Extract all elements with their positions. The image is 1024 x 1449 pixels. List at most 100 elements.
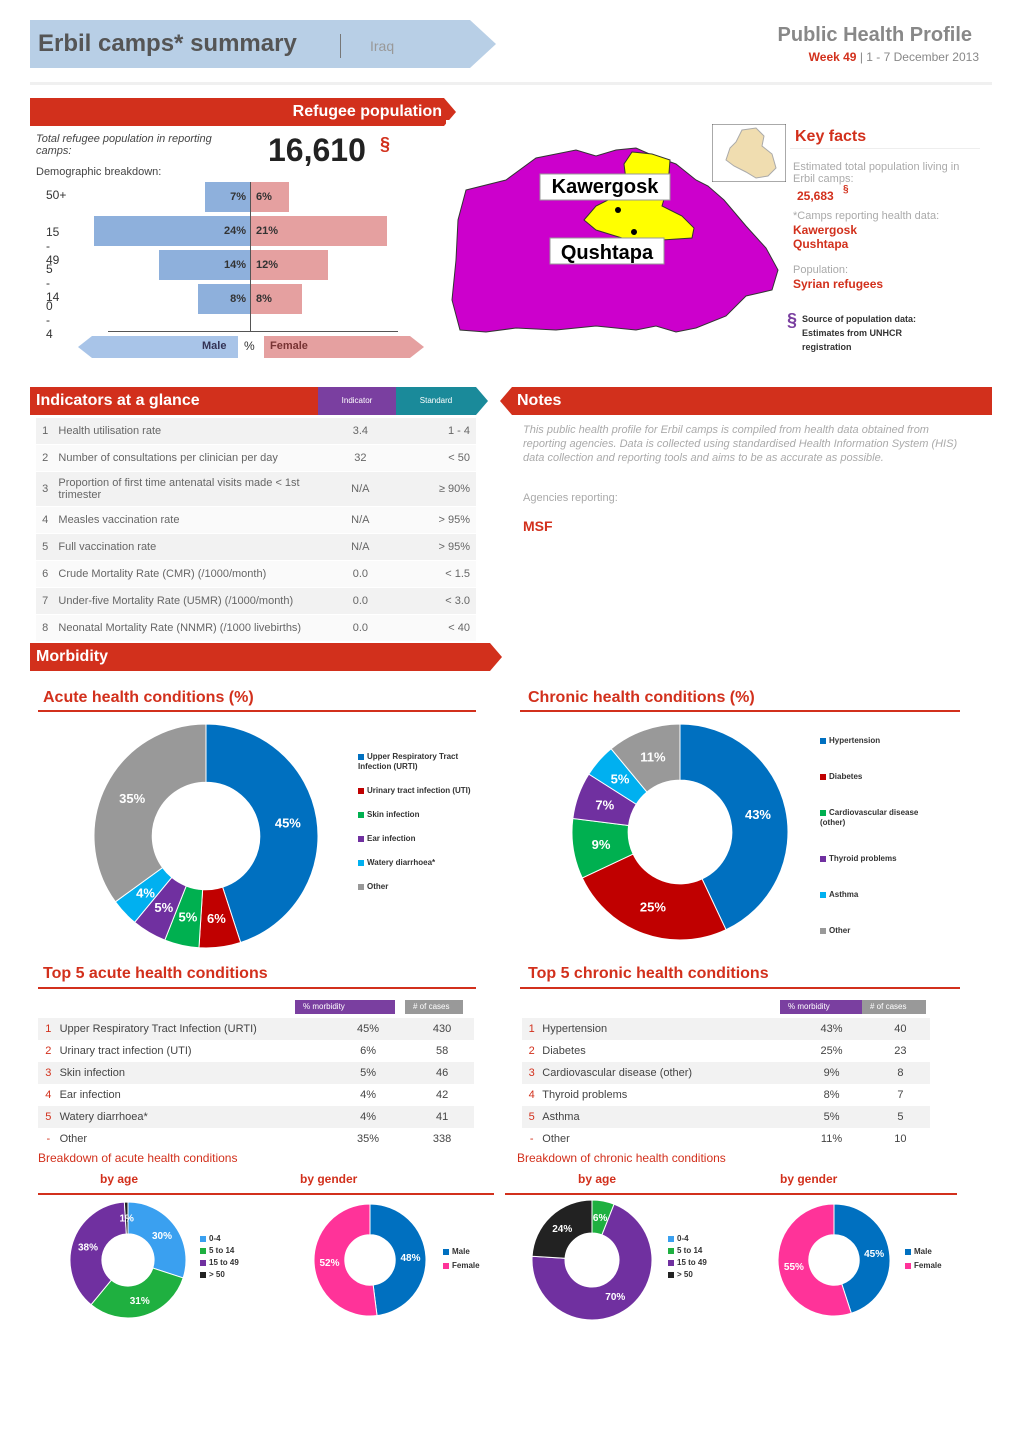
donut-data-label: 6% (207, 911, 226, 926)
legend-swatch (358, 753, 364, 760)
notes-title: Notes (517, 392, 562, 409)
legend-label: Ear infection (367, 834, 416, 843)
acute-by-gender-label: by gender (300, 1172, 358, 1186)
pyramid-age-label: 15 - 49 (46, 225, 60, 267)
donut-data-label: 48% (401, 1253, 421, 1264)
legend-item: 0-4 (668, 1234, 728, 1244)
legend-item: Thyroid problems (820, 854, 930, 864)
chronic-underline (520, 710, 960, 712)
indicator-row: 6 Crude Mortality Rate (CMR) (/1000/month… (36, 560, 476, 588)
donut-data-label: 4% (136, 885, 155, 900)
source-text: Source of population data: Estimates fro… (802, 314, 916, 352)
condition-label: Other (59, 1133, 88, 1145)
donut-slice (70, 1202, 127, 1306)
pyramid-male-bar (204, 182, 250, 212)
legend-swatch (358, 835, 364, 842)
legend-label: 0-4 (209, 1234, 221, 1243)
pyramid-male-label: 14% (223, 259, 246, 271)
condition-pct: 43% (792, 1018, 871, 1040)
condition-num: 2 (45, 1045, 52, 1057)
donut-data-label: 5% (611, 772, 630, 787)
legend-item: Other (820, 926, 930, 936)
condition-label: Other (542, 1133, 570, 1145)
legend-swatch (905, 1262, 911, 1269)
legend-label: 15 to 49 (677, 1258, 707, 1267)
acute-cases-tag: # of cases (405, 1000, 463, 1014)
donut-data-label: 55% (784, 1262, 804, 1273)
acute-donut-chart: 45%6%5%5%4%35% (94, 724, 318, 948)
indicator-standard: < 50 (386, 444, 476, 472)
standard-col-tip (476, 387, 488, 415)
indicator-num: 6 (36, 560, 55, 588)
legend-label: Skin infection (367, 810, 420, 819)
condition-label: Cardiovascular disease (other) (541, 1062, 793, 1084)
acute-underline (38, 710, 476, 712)
donut-slice (314, 1204, 378, 1316)
condition-row: 4 Thyroid problems 8% 7 (522, 1084, 930, 1106)
indicator-standard: < 1.5 (386, 560, 476, 588)
agency-msf: MSF (523, 518, 553, 534)
legend-label: Male (914, 1247, 932, 1256)
donut-data-label: 52% (319, 1258, 339, 1269)
condition-pct: 25% (820, 1045, 843, 1057)
refugee-bar: Refugee population (30, 98, 444, 126)
pyramid-axis-line (108, 331, 398, 332)
legend-item: 5 to 14 (668, 1246, 728, 1256)
condition-cases: 338 (432, 1133, 452, 1145)
header-separator (340, 34, 341, 58)
indicator-value: N/A (333, 471, 387, 507)
legend-label: Watery diarrhoea* (367, 858, 436, 867)
legend-swatch (200, 1259, 206, 1266)
indicator-num: 3 (36, 471, 55, 507)
legend-item: Hypertension (820, 736, 930, 746)
legend-item: > 50 (200, 1270, 260, 1280)
indicator-row: 7 Under-five Mortality Rate (U5MR) (/1000… (36, 587, 476, 615)
axis-male-label: Male (202, 340, 227, 352)
donut-data-label: 38% (78, 1243, 98, 1254)
breakdown-chronic-underline (505, 1193, 957, 1195)
header-arrow (470, 20, 496, 68)
week-range: | 1 - 7 December 2013 (859, 50, 979, 64)
population-value: Syrian refugees (793, 277, 884, 291)
donut-data-label: 30% (152, 1231, 172, 1242)
indicator-label: Crude Mortality Rate (CMR) (/1000/month) (54, 560, 334, 588)
condition-label: Hypertension (541, 1018, 793, 1040)
donut-data-label: 25% (640, 900, 666, 915)
legend-item: Male (443, 1247, 503, 1257)
kawergosk-dot (615, 207, 621, 213)
indicator-label: Health utilisation rate (54, 418, 334, 445)
legend-item: Cardiovascular disease (other) (820, 808, 930, 828)
indicator-row: 2 Number of consultations per clinician p… (36, 444, 476, 472)
chronic-morbidity-tag: % morbidity (780, 1000, 862, 1014)
donut-data-label: 70% (605, 1292, 625, 1303)
refugee-bar-tip (444, 98, 456, 126)
iraq-shape (725, 127, 777, 179)
condition-row: 1 Hypertension 43% 40 (522, 1018, 930, 1040)
condition-pct: 4% (325, 1106, 411, 1128)
top5-chronic-underline (520, 987, 960, 989)
acute-morbidity-tag: % morbidity (295, 1000, 395, 1014)
chronic-legend: Hypertension Diabetes Cardiovascular disea… (820, 736, 930, 962)
indicator-num: 4 (36, 506, 55, 534)
donut-data-label: 7% (595, 797, 614, 812)
legend-label: Upper Respiratory Tract Infection (URTI) (358, 752, 459, 771)
country-label: Iraq (370, 38, 395, 54)
condition-num: 5 (522, 1106, 542, 1128)
donut-data-label: 45% (275, 816, 301, 831)
indicator-row: 3 Proportion of first time antenatal visi… (36, 471, 476, 507)
indicator-label: Full vaccination rate (54, 533, 334, 561)
condition-row: 5 Watery diarrhoea* 4% 41 (38, 1106, 474, 1128)
chronic-donut-chart: 43% 25% 9% 7% 5% 11% (572, 724, 788, 940)
condition-pct: 4% (360, 1089, 377, 1101)
est-pop-mark: § (843, 184, 849, 195)
condition-row: 2 Urinary tract infection (UTI) 6% 58 (38, 1040, 474, 1062)
donut-slice (679, 724, 788, 931)
legend-swatch (443, 1262, 449, 1269)
top5-chronic-title: Top 5 chronic health conditions (528, 965, 769, 982)
legend-label: 5 to 14 (209, 1246, 235, 1255)
indicators-title: Indicators at a glance (36, 392, 200, 409)
week-label: Week 49 | 1 - 7 December 2013 (809, 50, 979, 64)
camp-kawergosk: Kawergosk (793, 223, 858, 237)
legend-swatch (820, 773, 826, 780)
qushtapa-dot (631, 229, 637, 235)
